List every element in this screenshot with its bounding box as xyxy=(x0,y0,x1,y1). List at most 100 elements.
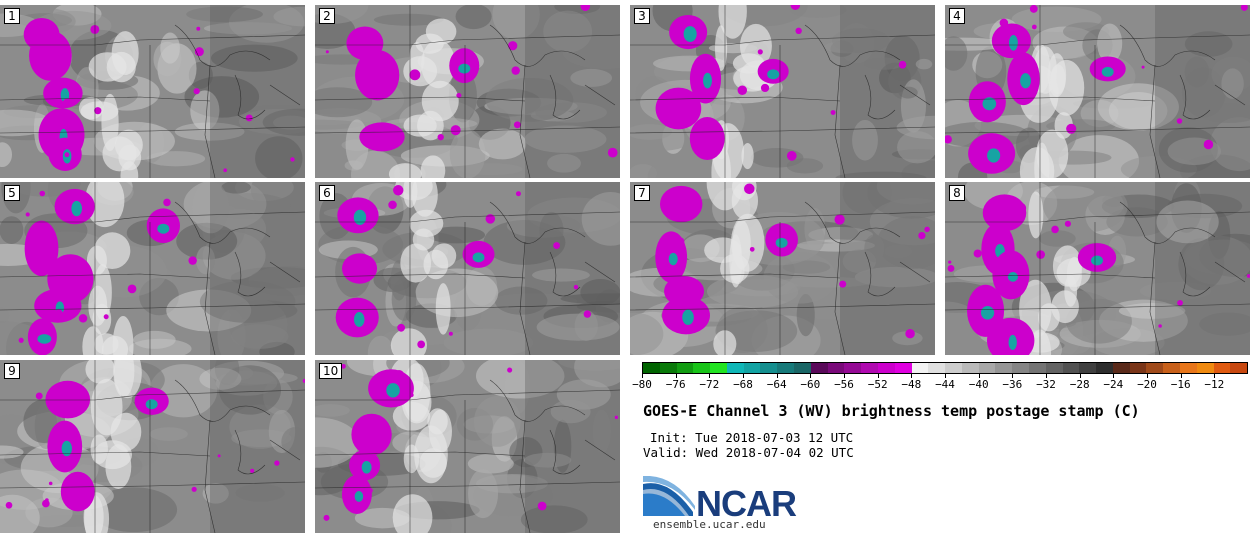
gray-blob xyxy=(1087,189,1124,219)
moist-band xyxy=(420,155,446,178)
moist-band xyxy=(113,360,142,399)
border-line xyxy=(804,24,901,67)
panel-label: 5 xyxy=(4,185,20,201)
dark-region xyxy=(525,182,620,355)
border-line xyxy=(1214,84,1246,106)
wv-map xyxy=(0,360,305,533)
ncar-logo-icon xyxy=(643,476,695,516)
cold-core xyxy=(682,309,694,325)
gray-blob xyxy=(262,108,305,136)
moist-band xyxy=(1019,147,1055,178)
convective-cell xyxy=(689,117,725,160)
border-line xyxy=(899,84,931,106)
speck xyxy=(191,486,197,492)
colorbar-bin xyxy=(928,363,946,373)
gray-blob xyxy=(1146,5,1238,37)
speck xyxy=(1066,123,1077,134)
gray-blob xyxy=(149,427,188,441)
logo-url[interactable]: ensemble.ucar.edu xyxy=(653,518,766,531)
border-line xyxy=(864,251,896,297)
colorbar-bin xyxy=(1163,363,1180,373)
moist-band xyxy=(86,245,107,276)
speck xyxy=(274,460,280,466)
border-line xyxy=(174,24,271,67)
speck xyxy=(515,191,521,197)
gray-blob xyxy=(478,128,527,160)
stamp-panel: 4 xyxy=(945,5,1250,178)
gray-blob xyxy=(0,445,24,459)
border-line xyxy=(315,34,620,46)
speck xyxy=(737,85,748,95)
border-line xyxy=(945,96,1156,102)
speck xyxy=(1240,5,1248,11)
speck xyxy=(999,18,1009,28)
gray-blob xyxy=(630,122,696,152)
speck xyxy=(795,27,802,35)
speck xyxy=(39,190,46,197)
speck xyxy=(1246,274,1250,278)
moist-band xyxy=(106,51,136,83)
colorbar-tick-mark xyxy=(1214,374,1216,378)
speck xyxy=(947,264,955,272)
gray-blob xyxy=(647,155,715,178)
gray-blob xyxy=(186,6,263,23)
colorbar-tick-mark xyxy=(1079,374,1081,378)
speck xyxy=(388,200,397,210)
border-line xyxy=(269,261,301,283)
gray-blob xyxy=(898,86,918,99)
wv-map xyxy=(945,5,1250,178)
border-line xyxy=(630,273,841,279)
speck xyxy=(508,41,518,51)
colorbar-bin xyxy=(1180,363,1197,373)
colorbar-tick-label: −64 xyxy=(766,378,787,391)
moist-band xyxy=(120,161,139,178)
border-line xyxy=(489,379,586,422)
speck xyxy=(223,168,228,173)
gray-blob xyxy=(863,57,904,70)
wv-map xyxy=(315,5,620,178)
stamp-panel: 1 xyxy=(0,5,305,178)
stamp-panel: 3 xyxy=(630,5,935,178)
speck xyxy=(1051,225,1059,234)
colorbar-tick-mark xyxy=(1046,374,1047,378)
speck xyxy=(924,226,930,233)
gray-blob xyxy=(580,278,620,306)
speck xyxy=(325,50,329,54)
colorbar-tick-mark xyxy=(945,374,946,378)
speck xyxy=(839,280,847,288)
dark-region xyxy=(525,5,620,178)
colorbar-bin xyxy=(659,363,677,373)
speck xyxy=(676,237,685,246)
gray-blob xyxy=(0,216,24,244)
stamp-panel: 8 xyxy=(945,182,1250,355)
wv-map xyxy=(315,182,620,355)
gray-blob xyxy=(0,109,52,137)
border-line xyxy=(549,429,581,475)
colorbar-tick-label: −16 xyxy=(1170,378,1191,391)
colorbar-bin xyxy=(1213,363,1231,373)
border-line xyxy=(0,389,305,401)
colorbar-bin xyxy=(945,363,962,373)
speck xyxy=(760,83,770,93)
dark-region xyxy=(1155,182,1250,355)
gray-blob xyxy=(315,87,373,118)
colorbar-tick-label: −76 xyxy=(665,378,686,391)
cold-core xyxy=(1008,34,1018,51)
stamp-panel: 10 xyxy=(315,360,620,533)
colorbar-bin xyxy=(726,363,744,373)
speck xyxy=(485,214,496,224)
gray-blob xyxy=(1097,83,1179,131)
border-line xyxy=(834,64,846,178)
colorbar-bin xyxy=(978,363,996,373)
gray-blob xyxy=(630,312,664,355)
stamp-panel: 5 xyxy=(0,182,305,355)
border-line xyxy=(315,451,526,457)
gray-blob xyxy=(273,6,305,27)
colorbar-bin xyxy=(1045,363,1063,373)
speck xyxy=(607,147,618,158)
cold-core xyxy=(61,440,72,457)
speck xyxy=(456,92,462,98)
gray-blob xyxy=(202,483,229,504)
colorbar-tick-label: −48 xyxy=(901,378,922,391)
speck xyxy=(163,198,171,207)
